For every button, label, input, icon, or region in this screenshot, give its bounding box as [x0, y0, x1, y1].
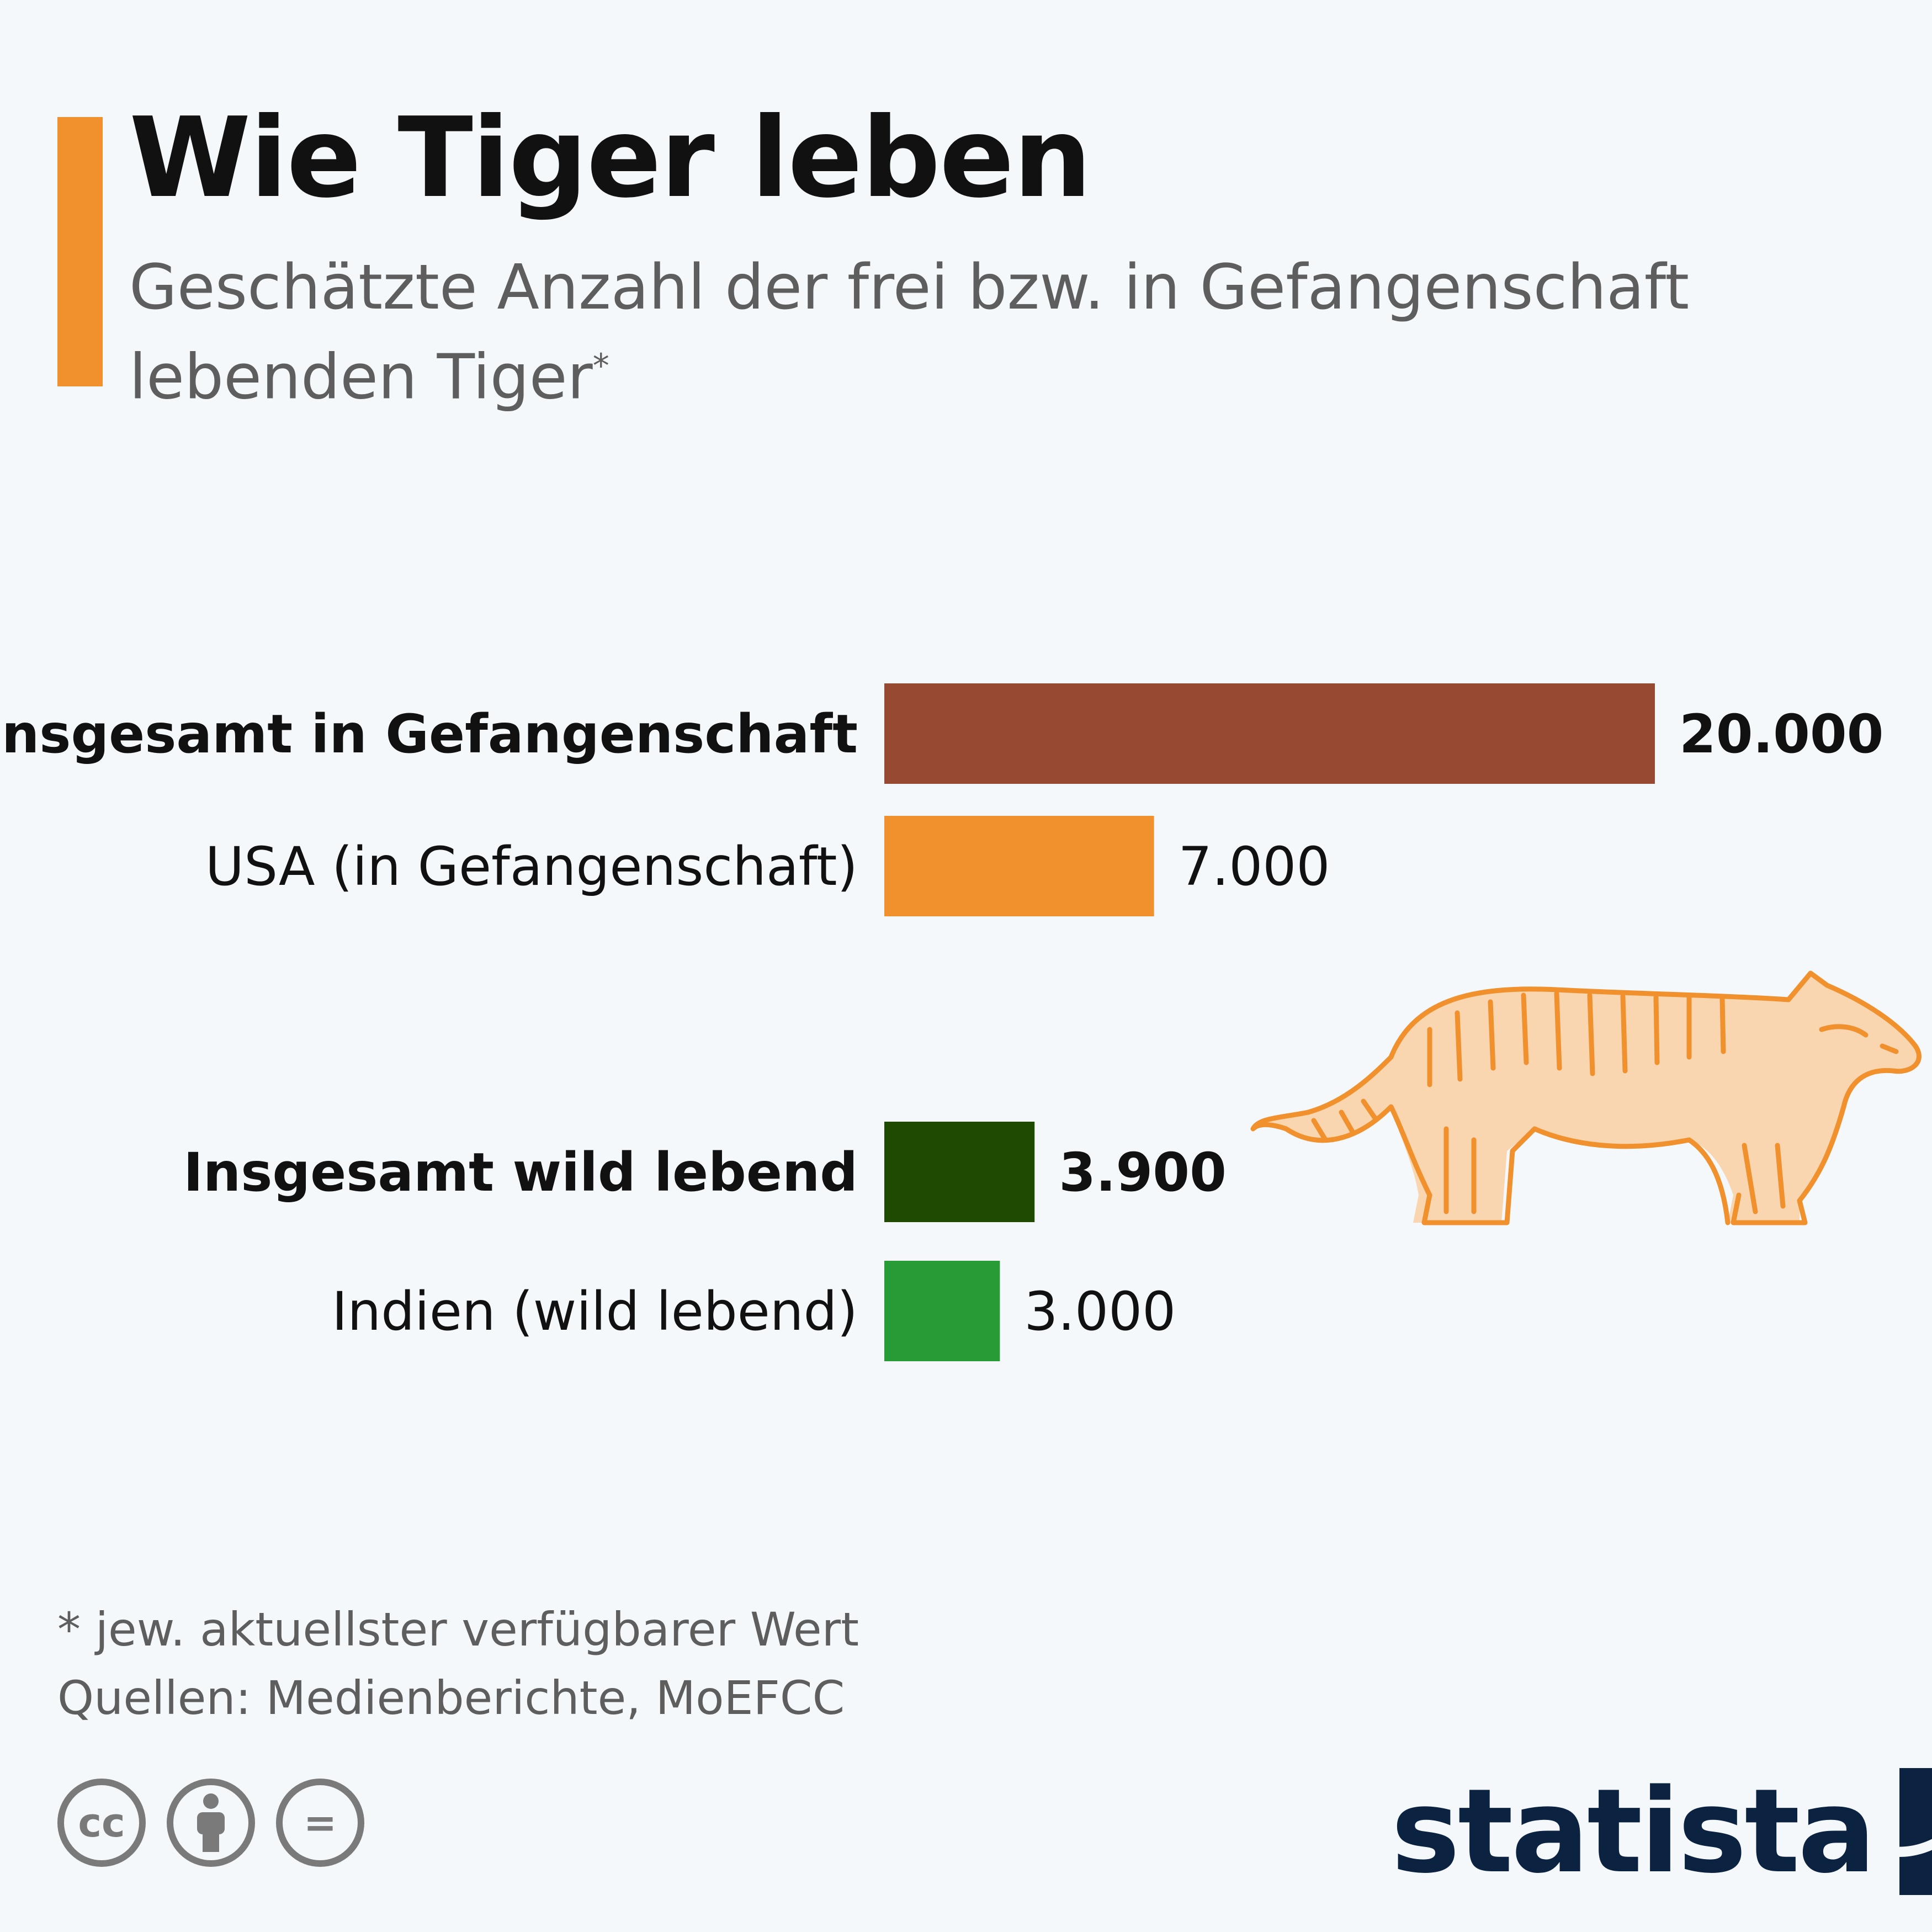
logo-text: statista	[1391, 1764, 1876, 1899]
subtitle-text: Geschätzte Anzahl der frei bzw. in Gefan…	[129, 252, 1690, 413]
category-label-3: Indien (wild lebend)	[332, 1281, 858, 1342]
statista-logo[interactable]: statista	[1391, 1764, 1932, 1899]
statista-mark-icon	[1899, 1768, 1932, 1895]
source-line: Quellen: Medienberichte, MoEFCC	[57, 1671, 845, 1725]
bar-0	[884, 683, 1655, 784]
bar-3	[884, 1261, 1000, 1361]
category-label-0: Insgesamt in Gefangenschaft	[0, 703, 858, 765]
title-accent-bar	[57, 117, 103, 386]
category-label-2: Insgesamt wild lebend	[183, 1142, 858, 1203]
tiger-icon	[1250, 970, 1922, 1225]
footnote: * jew. aktuellster verfügbarer Wert Quel…	[57, 1595, 859, 1732]
category-label-1: USA (in Gefangenschaft)	[205, 836, 858, 898]
subtitle-footnote-marker: *	[592, 347, 609, 385]
cc-icon[interactable]: cc	[57, 1779, 146, 1867]
cc-glyph: cc	[78, 1800, 125, 1846]
chart-subtitle: Geschätzte Anzahl der frei bzw. in Gefan…	[129, 248, 1840, 416]
bar-2	[884, 1122, 1035, 1222]
bar-1	[884, 816, 1154, 916]
person-glyph	[197, 1793, 225, 1852]
license-icons: cc =	[57, 1779, 364, 1867]
value-label-3: 3.000	[1024, 1281, 1176, 1342]
nd-icon[interactable]: =	[276, 1779, 364, 1867]
footnote-note: * jew. aktuellster verfügbarer Wert	[57, 1602, 859, 1657]
value-label-1: 7.000	[1179, 836, 1330, 898]
value-label-0: 20.000	[1679, 703, 1883, 765]
nd-glyph: =	[303, 1800, 337, 1846]
by-icon[interactable]	[167, 1779, 255, 1867]
chart-title: Wie Tiger leben	[129, 94, 1092, 222]
value-label-2: 3.900	[1059, 1142, 1227, 1203]
